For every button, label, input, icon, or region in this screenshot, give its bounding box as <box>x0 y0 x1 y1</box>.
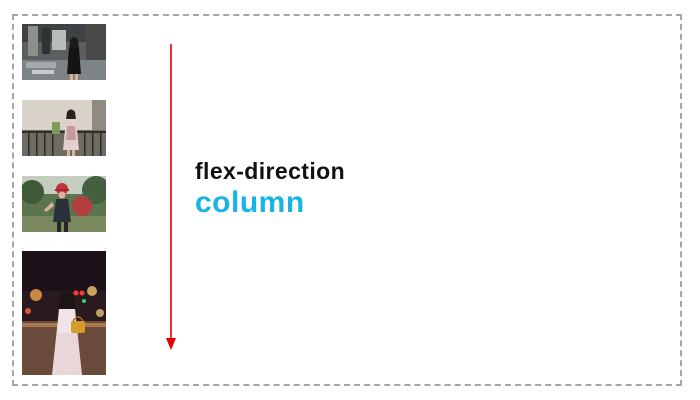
label-group: flex-direction column <box>195 156 495 220</box>
property-value: column <box>195 186 305 219</box>
flex-item-photo-3 <box>22 176 106 232</box>
photo-icon <box>22 176 106 232</box>
flex-item-photo-2 <box>22 100 106 156</box>
flex-container <box>12 14 682 386</box>
flex-item-photo-4 <box>22 251 106 375</box>
photo-icon <box>22 251 106 375</box>
property-name: flex-direction <box>195 158 346 184</box>
photo-icon <box>22 24 106 80</box>
main-axis-arrow <box>164 44 178 352</box>
photo-icon <box>22 100 106 156</box>
flex-item-photo-1 <box>22 24 106 80</box>
